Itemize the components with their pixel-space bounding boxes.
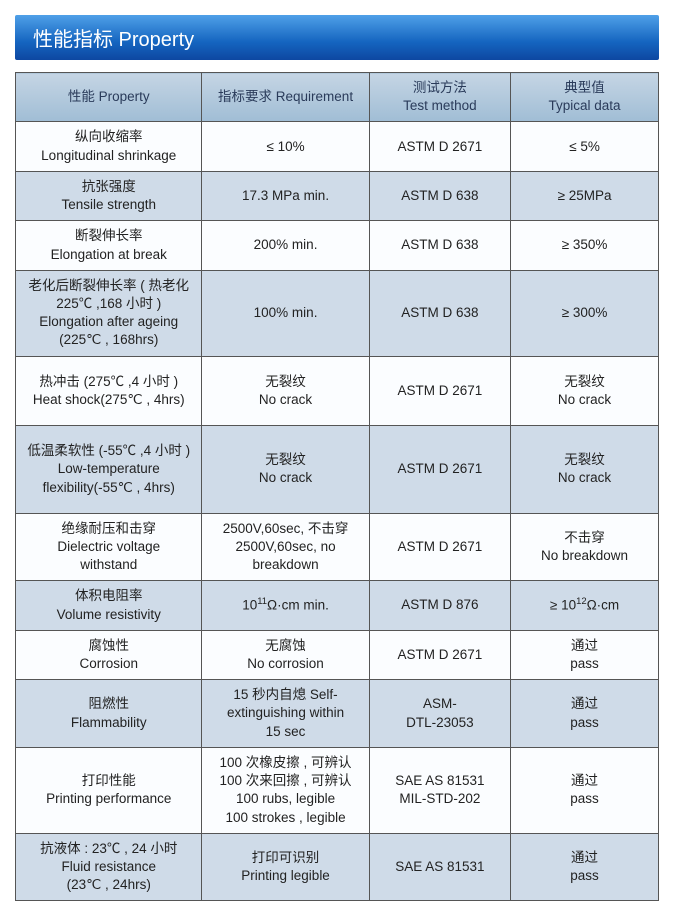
table-cell: 纵向收缩率Longitudinal shrinkage: [16, 122, 202, 171]
table-cell: 200% min.: [202, 221, 369, 270]
table-cell: 100% min.: [202, 270, 369, 356]
table-row: 纵向收缩率Longitudinal shrinkage≤ 10%ASTM D 2…: [16, 122, 659, 171]
table-cell: 无裂纹No crack: [511, 356, 659, 425]
table-cell: 无裂纹No crack: [202, 356, 369, 425]
table-cell: ASM-DTL-23053: [369, 680, 510, 748]
table-cell: 打印可识别Printing legible: [202, 833, 369, 901]
table-cell: 通过pass: [511, 630, 659, 679]
table-cell: ≥ 300%: [511, 270, 659, 356]
table-cell: ≤ 5%: [511, 122, 659, 171]
table-cell: 无裂纹No crack: [202, 426, 369, 514]
table-header-cell: 测试方法Test method: [369, 73, 510, 122]
table-row: 断裂伸长率Elongation at break200% min.ASTM D …: [16, 221, 659, 270]
table-row: 抗液体 : 23℃ , 24 小时Fluid resistance(23℃ , …: [16, 833, 659, 901]
table-cell: 不击穿No breakdown: [511, 513, 659, 581]
table-row: 抗张强度Tensile strength17.3 MPa min.ASTM D …: [16, 171, 659, 220]
table-row: 绝缘耐压和击穿Dielectric voltagewithstand2500V,…: [16, 513, 659, 581]
table-cell: ASTM D 2671: [369, 122, 510, 171]
table-cell: ≥ 25MPa: [511, 171, 659, 220]
table-header-row: 性能 Property指标要求 Requirement测试方法Test meth…: [16, 73, 659, 122]
table-cell: ≥ 350%: [511, 221, 659, 270]
table-header-cell: 典型值Typical data: [511, 73, 659, 122]
table-cell: ASTM D 2671: [369, 513, 510, 581]
table-row: 低温柔软性 (-55℃ ,4 小时 )Low-temperatureflexib…: [16, 426, 659, 514]
table-cell: ASTM D 2671: [369, 630, 510, 679]
property-table: 性能 Property指标要求 Requirement测试方法Test meth…: [15, 72, 659, 901]
table-cell: 绝缘耐压和击穿Dielectric voltagewithstand: [16, 513, 202, 581]
table-cell: 腐蚀性Corrosion: [16, 630, 202, 679]
table-cell: ≥ 1012Ω·cm: [511, 581, 659, 630]
table-row: 体积电阻率Volume resistivity1011Ω·cm min.ASTM…: [16, 581, 659, 630]
table-cell: 热冲击 (275℃ ,4 小时 )Heat shock(275℃ , 4hrs): [16, 356, 202, 425]
table-cell: 断裂伸长率Elongation at break: [16, 221, 202, 270]
table-header-cell: 性能 Property: [16, 73, 202, 122]
table-cell: 17.3 MPa min.: [202, 171, 369, 220]
table-cell: SAE AS 81531: [369, 833, 510, 901]
table-cell: ASTM D 638: [369, 221, 510, 270]
table-cell: 体积电阻率Volume resistivity: [16, 581, 202, 630]
table-cell: 15 秒内自熄 Self-extinguishing within15 sec: [202, 680, 369, 748]
table-cell: 通过pass: [511, 833, 659, 901]
table-cell: ASTM D 876: [369, 581, 510, 630]
table-cell: 通过pass: [511, 680, 659, 748]
table-row: 阻燃性Flammability15 秒内自熄 Self-extinguishin…: [16, 680, 659, 748]
table-row: 打印性能Printing performance100 次橡皮擦 , 可辨认10…: [16, 747, 659, 833]
table-cell: 1011Ω·cm min.: [202, 581, 369, 630]
table-cell: ASTM D 2671: [369, 356, 510, 425]
table-cell: 抗张强度Tensile strength: [16, 171, 202, 220]
table-cell: 2500V,60sec, 不击穿2500V,60sec, nobreakdown: [202, 513, 369, 581]
table-row: 老化后断裂伸长率 ( 热老化 225℃ ,168 小时 )Elongation …: [16, 270, 659, 356]
table-cell: 老化后断裂伸长率 ( 热老化 225℃ ,168 小时 )Elongation …: [16, 270, 202, 356]
table-cell: 无腐蚀No corrosion: [202, 630, 369, 679]
table-cell: 阻燃性Flammability: [16, 680, 202, 748]
table-cell: 打印性能Printing performance: [16, 747, 202, 833]
table-cell: 低温柔软性 (-55℃ ,4 小时 )Low-temperatureflexib…: [16, 426, 202, 514]
table-row: 腐蚀性Corrosion无腐蚀No corrosionASTM D 2671通过…: [16, 630, 659, 679]
table-cell: ASTM D 638: [369, 171, 510, 220]
table-header-cell: 指标要求 Requirement: [202, 73, 369, 122]
table-cell: ≤ 10%: [202, 122, 369, 171]
table-cell: 抗液体 : 23℃ , 24 小时Fluid resistance(23℃ , …: [16, 833, 202, 901]
table-cell: ASTM D 2671: [369, 426, 510, 514]
table-cell: SAE AS 81531MIL-STD-202: [369, 747, 510, 833]
table-cell: ASTM D 638: [369, 270, 510, 356]
section-banner: 性能指标 Property: [15, 15, 659, 60]
table-cell: 无裂纹No crack: [511, 426, 659, 514]
table-cell: 100 次橡皮擦 , 可辨认100 次来回擦 , 可辨认100 rubs, le…: [202, 747, 369, 833]
table-row: 热冲击 (275℃ ,4 小时 )Heat shock(275℃ , 4hrs)…: [16, 356, 659, 425]
table-cell: 通过pass: [511, 747, 659, 833]
